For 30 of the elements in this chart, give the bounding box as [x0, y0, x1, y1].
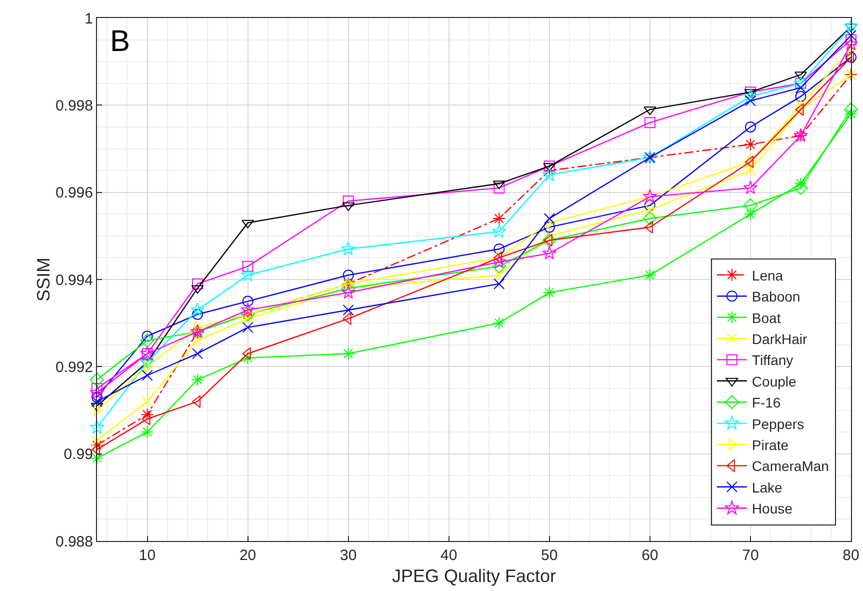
legend-label: House [752, 500, 793, 517]
y-axis-title: SSIM [33, 257, 54, 302]
legend-label: Pirate [752, 436, 789, 453]
legend-label: F-16 [752, 394, 781, 411]
y-tick-label: 0.998 [55, 97, 93, 114]
y-tick-label: 0.99 [64, 446, 93, 464]
x-tick-label: 50 [541, 547, 558, 564]
legend-label: Tiffany [752, 352, 794, 368]
annotation: B [110, 25, 130, 58]
x-tick-label: 40 [440, 547, 458, 564]
legend-label: Couple [752, 373, 796, 390]
legend-label: Boat [752, 310, 781, 326]
x-tick-label: 70 [742, 547, 759, 564]
legend-label: CameraMan [752, 458, 829, 474]
legend-label: DarkHair [752, 330, 808, 347]
y-tick-label: 0.988 [55, 533, 93, 550]
x-axis-title: JPEG Quality Factor [392, 566, 556, 586]
y-tick-label: 1 [84, 10, 93, 28]
legend-label: Baboon [752, 288, 800, 305]
y-tick-label: 0.994 [55, 272, 93, 289]
x-tick-label: 20 [239, 547, 256, 564]
x-tick-label: 60 [642, 547, 658, 564]
legend-label: Peppers [752, 416, 804, 432]
legend-label: Lena [752, 267, 784, 284]
x-tick-label: 10 [138, 547, 156, 564]
x-tick-label: 30 [340, 547, 357, 564]
y-tick-label: 0.996 [55, 184, 93, 202]
x-tick-label: 80 [842, 547, 860, 564]
y-tick-label: 0.992 [55, 358, 93, 376]
legend-label: Lake [752, 479, 782, 496]
